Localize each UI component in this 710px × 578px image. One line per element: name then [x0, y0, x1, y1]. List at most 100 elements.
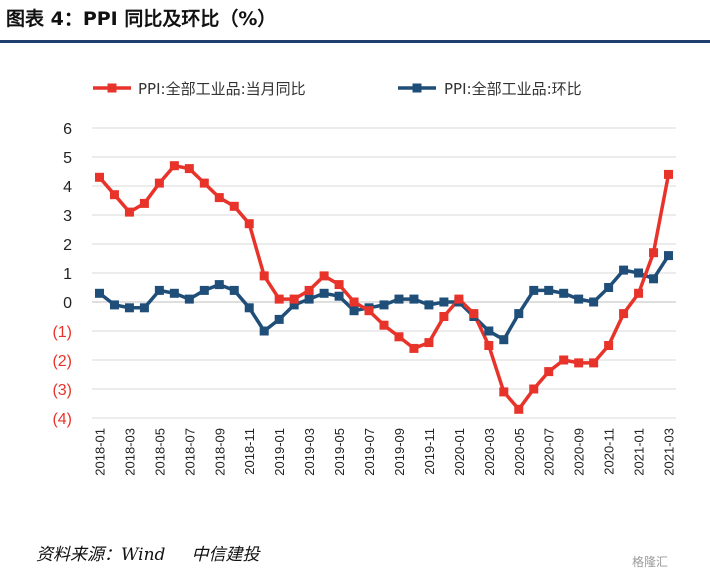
data-point-mom: [649, 274, 659, 284]
data-point-yoy: [274, 294, 284, 304]
data-point-yoy: [514, 404, 524, 414]
data-point-mom: [499, 335, 509, 345]
data-point-yoy: [334, 280, 344, 290]
legend-swatch-marker: [107, 83, 117, 93]
data-point-yoy: [394, 332, 404, 342]
source-note: 资料来源：Wind 中信建投: [36, 540, 285, 565]
x-tick-label: 2019-11: [422, 428, 437, 475]
data-point-mom: [94, 288, 104, 298]
data-point-yoy: [409, 343, 419, 353]
x-tick-label: 2020-01: [452, 428, 467, 476]
data-point-mom: [214, 280, 224, 290]
y-tick-label: 6: [63, 121, 72, 138]
series-markers: [94, 161, 674, 414]
data-point-mom: [604, 283, 614, 292]
x-tick-label: 2019-03: [302, 428, 317, 476]
data-point-mom: [529, 285, 539, 295]
y-tick-label: 3: [63, 208, 72, 225]
data-point-yoy: [469, 309, 479, 319]
data-point-mom: [439, 297, 449, 307]
data-point-mom: [169, 288, 179, 298]
data-point-yoy: [544, 367, 554, 377]
data-point-mom: [514, 309, 524, 319]
data-point-yoy: [184, 164, 194, 174]
data-point-mom: [319, 288, 329, 298]
y-tick-label: 0: [63, 295, 72, 312]
data-point-yoy: [619, 309, 629, 319]
data-point-mom: [379, 300, 389, 310]
title-divider: [0, 40, 710, 43]
data-point-yoy: [364, 306, 374, 316]
data-point-mom: [139, 303, 149, 313]
x-tick-label: 2020-09: [572, 428, 587, 476]
data-point-yoy: [349, 297, 359, 307]
data-point-yoy: [304, 285, 314, 295]
data-point-yoy: [499, 387, 509, 397]
data-point-yoy: [319, 271, 329, 281]
data-point-yoy: [94, 172, 104, 182]
data-point-yoy: [244, 219, 254, 229]
x-tick-label: 2019-07: [362, 428, 377, 476]
x-tick-label: 2018-05: [152, 428, 167, 476]
data-point-mom: [229, 285, 239, 295]
y-tick-label: 1: [63, 266, 72, 283]
legend-label: PPI:全部工业品:环比: [444, 80, 582, 98]
watermark: 格隆汇: [632, 555, 669, 569]
data-point-mom: [559, 288, 569, 298]
data-point-mom: [634, 268, 644, 278]
data-point-mom: [154, 285, 164, 295]
data-point-mom: [409, 294, 419, 304]
x-tick-label: 2020-11: [602, 428, 617, 475]
data-point-mom: [349, 306, 359, 316]
legend-swatch-marker: [412, 83, 422, 93]
figure-title: 图表 4：PPI 同比及环比（%）: [6, 8, 277, 30]
data-point-yoy: [124, 207, 134, 217]
y-tick-label: (4): [52, 411, 72, 428]
x-tick-label: 2018-11: [242, 428, 257, 475]
x-tick-label: 2018-03: [122, 428, 137, 476]
data-point-yoy: [199, 178, 209, 188]
y-tick-label: 5: [63, 150, 72, 167]
data-point-yoy: [664, 169, 674, 179]
data-point-mom: [544, 285, 554, 295]
series-line-yoy: [98, 163, 671, 412]
x-tick-label: 2018-09: [212, 428, 227, 476]
data-point-yoy: [229, 201, 239, 211]
x-tick-label: 2018-07: [182, 428, 197, 476]
data-point-mom: [109, 300, 119, 310]
legend: PPI:全部工业品:当月同比 PPI:全部工业品:环比: [93, 80, 582, 98]
data-point-mom: [259, 326, 269, 336]
source-org: 中信建投: [191, 545, 260, 565]
x-axis-ticks: 2018-01 2018-03 2018-05 2018-07 2018-09 2018-…: [92, 428, 676, 476]
data-point-yoy: [529, 384, 539, 394]
y-tick-label: 4: [63, 179, 72, 196]
x-tick-label: 2020-05: [512, 428, 527, 476]
y-tick-label: (1): [52, 324, 72, 341]
legend-item-mom: PPI:全部工业品:环比: [398, 80, 582, 98]
x-tick-label: 2018-01: [92, 428, 107, 476]
x-tick-label: 2019-05: [332, 428, 347, 476]
data-point-yoy: [634, 288, 644, 298]
legend-label: PPI:全部工业品:当月同比: [138, 80, 306, 98]
y-tick-label: (2): [52, 353, 72, 370]
data-point-yoy: [574, 358, 584, 368]
data-point-mom: [274, 314, 284, 324]
x-tick-label: 2019-09: [392, 428, 407, 476]
source-label: 资料来源：Wind: [36, 545, 166, 565]
legend-item-yoy: PPI:全部工业品:当月同比: [93, 80, 306, 98]
x-tick-label: 2020-07: [542, 428, 557, 476]
data-point-yoy: [109, 190, 119, 200]
data-point-yoy: [379, 320, 389, 330]
data-point-mom: [199, 285, 209, 295]
data-point-yoy: [424, 338, 434, 348]
data-point-yoy: [484, 341, 494, 350]
data-point-mom: [304, 294, 314, 304]
x-tick-label: 2021-01: [632, 428, 647, 476]
data-point-mom: [574, 294, 584, 304]
data-point-mom: [619, 265, 629, 275]
x-tick-label: 2020-03: [482, 428, 497, 476]
data-point-mom: [244, 303, 254, 313]
x-tick-label: 2019-01: [272, 428, 287, 476]
data-point-yoy: [649, 248, 659, 258]
